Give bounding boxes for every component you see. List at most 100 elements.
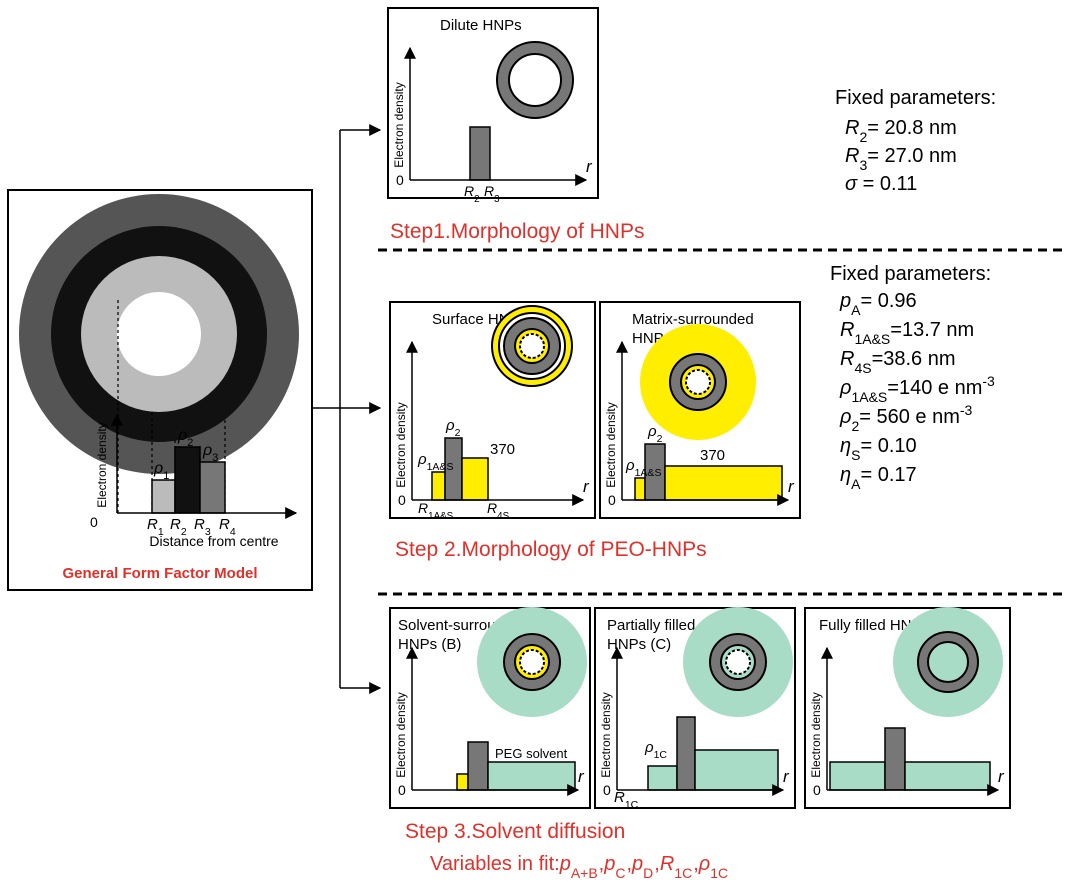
symbol-sub: 3: [212, 452, 218, 464]
variables-line: Variables in fit:pA+B,pC,pD,R1C,ρ1C: [430, 853, 728, 881]
symbol-text: = 0.96: [860, 290, 916, 312]
symbol-text: = 0.17: [860, 464, 916, 486]
symbol-sym: R: [170, 516, 181, 533]
density-bar: [457, 774, 468, 790]
symbol-sub: S: [851, 447, 860, 463]
symbol-sym: ρ: [177, 427, 187, 444]
symbol-sym: R: [484, 183, 494, 199]
symbol-sub: 1C: [654, 749, 668, 761]
panel-title: HNPs (B): [398, 636, 461, 653]
fixed-param: σ = 0.11: [845, 173, 917, 195]
symbol-sub: 2: [859, 129, 867, 145]
origin-label: 0: [398, 782, 406, 798]
symbol-sym: p: [603, 853, 615, 875]
step-title: Step 3.Solvent diffusion: [405, 820, 625, 843]
symbol-sym: η: [840, 464, 851, 486]
symbol-sym: ρ: [647, 423, 657, 440]
density-bar: [695, 750, 778, 790]
fixed-param: ηS= 0.10: [840, 435, 917, 463]
symbol-sym: R: [845, 145, 859, 167]
fixed-heading: Fixed parameters:: [830, 263, 991, 285]
annotation: PEG solvent: [495, 746, 568, 761]
value-label: 370: [490, 441, 515, 458]
symbol-sub: 1C: [710, 865, 728, 881]
symbol-sub: 2: [187, 437, 193, 449]
symbol-text: =140 e nm: [887, 377, 982, 399]
symbol-sub: 1C: [625, 799, 639, 811]
density-bar: [885, 728, 905, 790]
fixed-param: R4S=38.6 nm: [840, 348, 956, 376]
symbol-text: = 0.10: [860, 435, 916, 457]
symbol-sym: ρ: [839, 377, 851, 399]
density-bar: [432, 472, 445, 500]
density-bar: [830, 762, 885, 790]
y-axis-label: Electron density: [392, 82, 406, 167]
y-axis-label: Electron density: [394, 692, 408, 777]
symbol-sub: 1: [163, 470, 169, 482]
symbol-sym: ρ: [644, 739, 654, 756]
shell: [686, 370, 710, 394]
symbol-text: =38.6 nm: [872, 348, 956, 370]
symbol-sym: ρ: [202, 442, 212, 459]
origin-label: 0: [608, 492, 616, 508]
density-bar: [175, 447, 200, 513]
step-title: Step1.Morphology of HNPs: [390, 220, 644, 243]
symbol-sym: R: [194, 516, 205, 533]
symbol-sym: ρ: [153, 460, 163, 477]
symbol-sub: 4S: [854, 360, 871, 376]
symbol-sub: 1A&S: [854, 331, 890, 347]
symbol-sym: p: [631, 853, 643, 875]
x-axis-label: Distance from centre: [149, 533, 278, 549]
symbol-text: = 27.0 nm: [867, 145, 957, 167]
symbol-sym: p: [839, 290, 851, 312]
panel-title: Dilute HNPs: [440, 17, 522, 34]
shell: [117, 292, 201, 376]
symbol-sym: R: [660, 853, 674, 875]
symbol-sym: R: [464, 183, 474, 199]
symbol-text: = 20.8 nm: [867, 117, 957, 139]
panel-box: [388, 8, 598, 198]
shell: [509, 54, 561, 106]
y-axis-label: Electron density: [809, 692, 823, 777]
symbol-sym: R: [487, 500, 497, 516]
variables-label: Variables in fit:: [430, 853, 560, 875]
symbol-sym: ρ: [698, 853, 710, 875]
symbol-text: = 0.11: [857, 173, 917, 195]
symbol-sub: 1A&S: [635, 467, 662, 479]
origin-label: 0: [813, 782, 821, 798]
shell: [928, 642, 968, 682]
symbol-sym: R: [840, 319, 854, 341]
symbol-sub: 1A&S: [428, 511, 454, 522]
origin-label: 0: [603, 782, 611, 798]
symbol-sub: 1C: [674, 865, 692, 881]
fixed-param: ρ2= 560 e nm-3: [839, 402, 973, 434]
y-axis-label: Electron density: [95, 422, 109, 507]
density-bar: [635, 478, 645, 500]
symbol-sub: 3: [494, 194, 500, 205]
density-bar: [488, 762, 575, 790]
fixed-param: ρ1A&S=140 e nm-3: [839, 373, 995, 405]
origin-label: 0: [398, 492, 406, 508]
symbol-sym: R: [840, 348, 854, 370]
symbol-sym: R: [418, 500, 428, 516]
fixed-param: R2= 20.8 nm: [845, 117, 957, 145]
density-bar: [152, 480, 175, 513]
step-title: Step 2.Morphology of PEO-HNPs: [395, 538, 707, 561]
density-bar: [648, 766, 677, 790]
symbol-sym: σ: [845, 173, 858, 195]
symbol-sub: 2: [455, 427, 461, 439]
fixed-param: ηA= 0.17: [840, 464, 917, 492]
density-bar: [470, 127, 490, 180]
symbol-sym: R: [614, 789, 625, 806]
symbol-sym: ρ: [839, 406, 851, 428]
symbol-sym: R: [845, 117, 859, 139]
symbol-sym: η: [840, 435, 851, 457]
symbol-sym: ρ: [417, 451, 427, 468]
model-caption: General Form Factor Model: [62, 565, 257, 582]
shell: [520, 334, 544, 358]
symbol-sub: A+B: [571, 865, 598, 881]
symbol-sup: -3: [960, 402, 973, 418]
symbol-sub: 1A&S: [851, 389, 887, 405]
fixed-param: pA= 0.96: [839, 290, 917, 318]
y-axis-label: Electron density: [394, 402, 408, 487]
